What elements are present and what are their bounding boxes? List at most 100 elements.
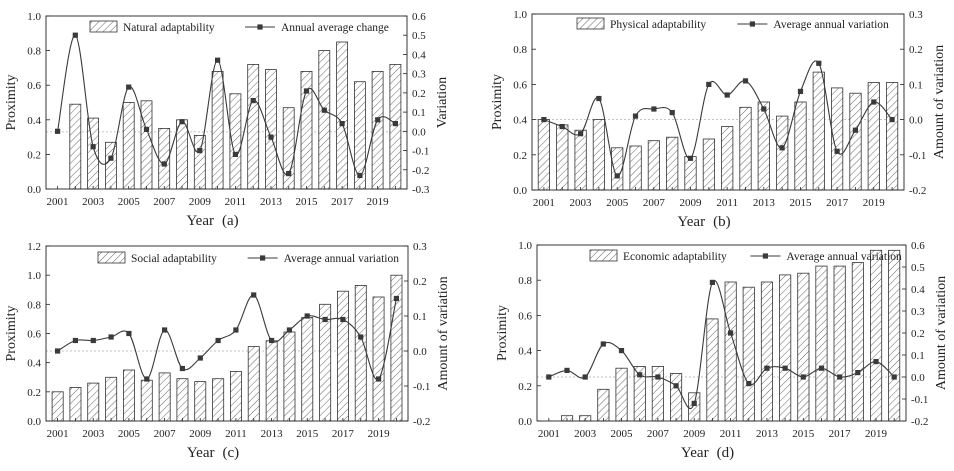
variation-point-2013 <box>269 337 275 344</box>
variation-point-2001 <box>541 117 547 123</box>
x-tick-label: 2017 <box>331 196 354 208</box>
x-tick-label: 2011 <box>225 196 247 208</box>
variation-point-2020 <box>393 295 399 302</box>
chart-panel-2: 0.0 0.2 0.4 0.6 0.8 1.0 -0.2 -0.1 0.0 0.1 0.2 0.3 20… <box>490 9 947 230</box>
bar-2014 <box>779 274 792 422</box>
right-tick-label: 0.5 <box>412 30 426 42</box>
bar-2008 <box>176 378 189 422</box>
right-tick-label: -0.2 <box>413 416 430 428</box>
variation-point-2017 <box>340 316 346 323</box>
variation-point-2015 <box>304 313 310 319</box>
left-tick-label: 0.8 <box>27 299 41 311</box>
variation-point-2015 <box>303 88 310 94</box>
variation-point-2009 <box>687 155 694 161</box>
variation-point-2002 <box>559 124 565 130</box>
right-tick-label: 0.1 <box>412 107 426 119</box>
variation-point-2012 <box>742 78 749 84</box>
x-tick-label: 2007 <box>153 196 176 208</box>
variation-point-2020 <box>891 374 897 380</box>
legend-bar-label: Economic adaptability <box>623 251 727 263</box>
left-tick-label: 0.4 <box>513 115 527 127</box>
x-tick-label: 2003 <box>570 197 593 209</box>
bar-2018 <box>851 262 864 422</box>
right-tick-label: 0.1 <box>413 311 427 323</box>
variation-point-2003 <box>582 374 588 380</box>
variation-point-2003 <box>578 131 584 137</box>
bar-2017 <box>336 41 349 190</box>
right-tick-label: 0.2 <box>909 44 923 56</box>
left-tick-label: 0.0 <box>518 416 532 428</box>
bar-2010 <box>212 378 225 422</box>
variation-point-2020 <box>392 121 398 127</box>
chart-panel-3: 0.0 0.2 0.4 0.6 0.8 1.0 1.2 -0.2 -0.1 0.0 0.1 0.2 0.… <box>4 241 451 461</box>
y-axis-title-right: Variation <box>435 77 450 128</box>
bar-2020 <box>389 64 402 190</box>
x-tick-label: 2001 <box>47 196 69 208</box>
left-tick-label: 1.0 <box>518 240 532 252</box>
x-tick-label: 2009 <box>680 197 703 209</box>
variation-point-2011 <box>724 92 730 98</box>
left-tick-label: 0.4 <box>27 358 41 370</box>
left-tick-label: 1.0 <box>513 9 527 21</box>
legend-line-label: Annual average change <box>281 22 389 34</box>
x-tick-label: 2011 <box>225 428 247 440</box>
right-tick-label: 0.1 <box>911 350 925 362</box>
variation-point-2002 <box>564 367 570 373</box>
y-axis-title-right: Amount of variation <box>932 45 947 159</box>
left-tick-label: 0.8 <box>27 46 41 58</box>
variation-point-2014 <box>779 145 785 151</box>
bar-2006 <box>629 145 642 191</box>
variation-point-2003 <box>90 337 96 344</box>
x-tick-label: 2013 <box>756 428 779 440</box>
bar-2011 <box>229 370 242 422</box>
variation-line <box>543 60 893 177</box>
bar-2014 <box>283 331 296 422</box>
chart-panel-1: 0.0 0.2 0.4 0.6 0.8 1.0 -0.3 -0.2 -0.1 0.0 0.1 0.2 0… <box>4 11 450 229</box>
legend-bar-label: Natural adaptability <box>123 22 215 34</box>
x-tick-label: 2015 <box>789 197 812 209</box>
bar-2004 <box>592 119 606 191</box>
bar-2003 <box>574 129 587 191</box>
x-tick-label: 2019 <box>368 428 391 440</box>
right-tick-label: 0.2 <box>911 328 925 340</box>
right-tick-label: 0.4 <box>412 49 426 61</box>
left-tick-label: 0.8 <box>513 44 527 56</box>
right-tick-label: -0.2 <box>909 185 926 197</box>
bar-2004 <box>105 141 117 190</box>
left-tick-label: 1.0 <box>27 11 41 23</box>
right-tick-label: 0.4 <box>911 284 925 296</box>
x-tick-label: 2011 <box>720 428 742 440</box>
variation-point-2004 <box>108 155 114 161</box>
bar-2002 <box>69 103 82 190</box>
bar-2005 <box>615 367 628 422</box>
x-tick-label: 2001 <box>47 428 69 440</box>
variation-point-2009 <box>691 400 697 406</box>
variation-point-2014 <box>286 327 292 333</box>
legend-line-label: Average annual variation <box>773 19 889 31</box>
left-tick-label: 0.4 <box>518 346 532 358</box>
variation-point-2013 <box>761 106 767 112</box>
variation-point-2019 <box>375 117 381 123</box>
bar-2001 <box>51 391 64 422</box>
right-tick-label: 0.3 <box>412 69 426 81</box>
right-tick-label: 0.2 <box>413 276 427 288</box>
bar-2016 <box>318 50 331 190</box>
left-tick-label: 0.8 <box>518 275 532 287</box>
variation-point-2014 <box>782 365 788 371</box>
legend: Economic adaptability Average annual vari… <box>589 249 902 263</box>
variation-point-2010 <box>215 337 221 344</box>
x-tick-label: 2011 <box>716 197 738 209</box>
left-tick-label: 0.2 <box>27 149 41 161</box>
bar-2009 <box>194 381 207 422</box>
left-tick-label: 0.2 <box>27 387 41 399</box>
variation-point-2016 <box>321 107 327 113</box>
right-tick-label: 0.6 <box>412 11 426 23</box>
variation-point-2004 <box>108 334 114 340</box>
y-axis-title-left: Proximity <box>4 305 19 361</box>
variation-point-2019 <box>376 376 382 382</box>
bar-2001 <box>537 119 551 191</box>
left-tick-label: 0.0 <box>27 416 41 428</box>
x-tick-label: 2001 <box>538 428 560 440</box>
variation-point-2013 <box>268 134 274 140</box>
